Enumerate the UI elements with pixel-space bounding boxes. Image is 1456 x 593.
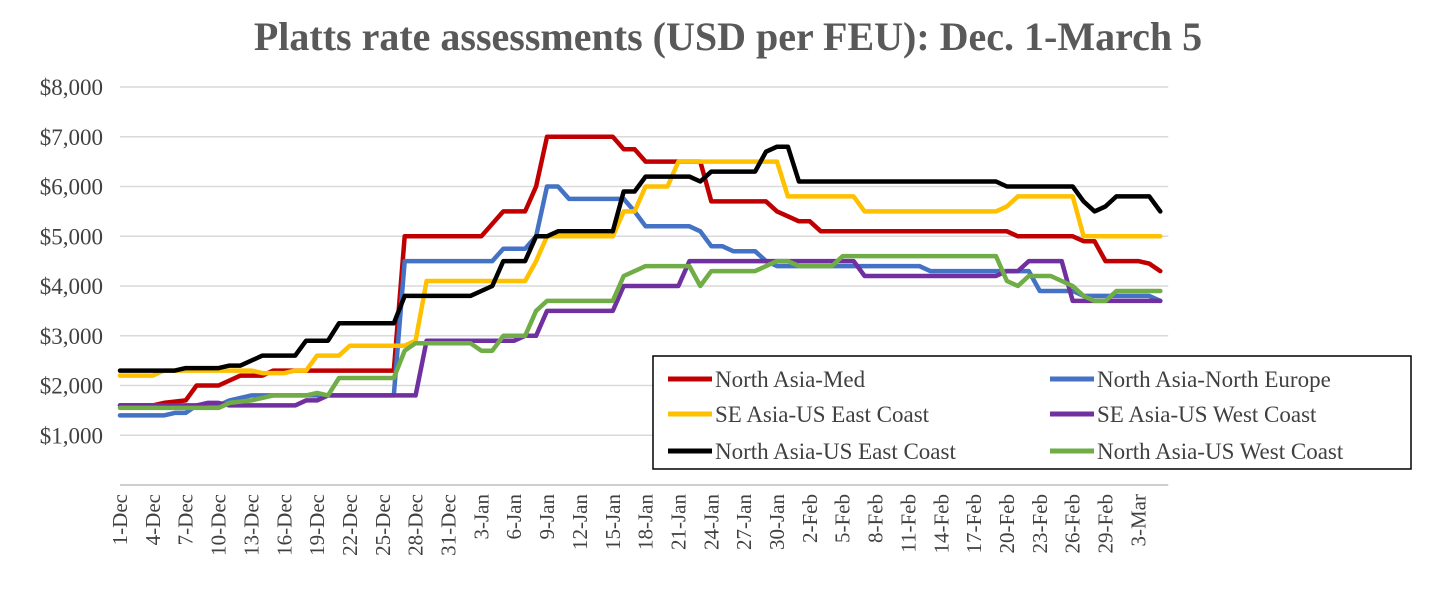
series-line-5 bbox=[117, 144, 1163, 373]
x-tick-label: 3-Jan bbox=[469, 494, 493, 540]
x-tick-label: 14-Feb bbox=[929, 494, 953, 554]
y-tick-label: $4,000 bbox=[40, 274, 103, 299]
x-tick-label: 21-Jan bbox=[666, 494, 690, 550]
x-tick-label: 18-Jan bbox=[634, 494, 658, 550]
x-tick-label: 24-Jan bbox=[699, 494, 723, 550]
x-tick-label: 28-Dec bbox=[404, 494, 428, 556]
x-tick-label: 22-Dec bbox=[338, 494, 362, 556]
y-tick-label: $5,000 bbox=[40, 224, 103, 249]
x-tick-label: 9-Jan bbox=[535, 494, 559, 540]
x-tick-label: 25-Dec bbox=[371, 494, 395, 556]
x-tick-label: 27-Jan bbox=[732, 494, 756, 550]
x-tick-label: 1-Dec bbox=[108, 494, 132, 545]
series-line-4 bbox=[117, 258, 1163, 408]
x-tick-label: 31-Dec bbox=[437, 494, 461, 556]
x-tick-label: 29-Feb bbox=[1094, 494, 1118, 554]
legend-label: North Asia-Med bbox=[715, 367, 866, 392]
x-tick-label: 8-Feb bbox=[864, 494, 888, 543]
x-tick-label: 20-Feb bbox=[995, 494, 1019, 554]
x-tick-label: 19-Dec bbox=[305, 494, 329, 556]
legend-label: North Asia-US West Coast bbox=[1097, 439, 1344, 464]
x-axis-tick-labels: 1-Dec 4-Dec 7-Dec 10-Dec 13-Dec 16-Dec 19-Dec 2… bbox=[108, 494, 1150, 556]
x-tick-label: 13-Dec bbox=[239, 494, 263, 556]
legend-label: SE Asia-US West Coast bbox=[1097, 402, 1317, 427]
x-tick-label: 2-Feb bbox=[798, 494, 822, 543]
y-tick-label: $7,000 bbox=[40, 125, 103, 150]
series-line-3 bbox=[117, 159, 1163, 378]
y-axis-tick-labels: $1,000 $2,000 $3,000 $4,000 $5,000 $6,000 $7,0… bbox=[40, 75, 103, 448]
legend: North Asia-Med North Asia-North Europe SE … bbox=[652, 355, 1412, 470]
x-tick-label: 15-Jan bbox=[601, 494, 625, 550]
x-tick-label: 26-Feb bbox=[1061, 494, 1085, 554]
x-tick-label: 23-Feb bbox=[1028, 494, 1052, 554]
x-tick-label: 12-Jan bbox=[568, 494, 592, 550]
series-line-6 bbox=[117, 253, 1163, 411]
x-tick-label: 3-Mar bbox=[1126, 494, 1150, 546]
chart-title: Platts rate assessments (USD per FEU): D… bbox=[254, 14, 1202, 59]
x-tick-label: 4-Dec bbox=[141, 494, 165, 545]
x-tick-label: 11-Feb bbox=[896, 494, 920, 553]
y-tick-label: $1,000 bbox=[40, 423, 103, 448]
x-tick-label: 17-Feb bbox=[962, 494, 986, 554]
y-tick-label: $8,000 bbox=[40, 75, 103, 100]
x-tick-label: 16-Dec bbox=[272, 494, 296, 556]
y-tick-label: $6,000 bbox=[40, 175, 103, 200]
y-tick-label: $3,000 bbox=[40, 324, 103, 349]
legend-label: North Asia-North Europe bbox=[1097, 367, 1331, 392]
x-tick-label: 5-Feb bbox=[831, 494, 855, 543]
x-tick-label: 30-Jan bbox=[765, 494, 789, 550]
x-tick-label: 6-Jan bbox=[502, 494, 526, 540]
x-tick-label: 10-Dec bbox=[207, 494, 231, 556]
legend-label: SE Asia-US East Coast bbox=[715, 402, 930, 427]
legend-label: North Asia-US East Coast bbox=[715, 439, 956, 464]
series-lines bbox=[117, 134, 1163, 418]
series-line-1 bbox=[117, 134, 1163, 408]
x-tick-label: 7-Dec bbox=[174, 494, 198, 545]
series-line-2 bbox=[117, 184, 1163, 418]
y-tick-label: $2,000 bbox=[40, 374, 103, 399]
legend-box bbox=[652, 355, 1412, 470]
